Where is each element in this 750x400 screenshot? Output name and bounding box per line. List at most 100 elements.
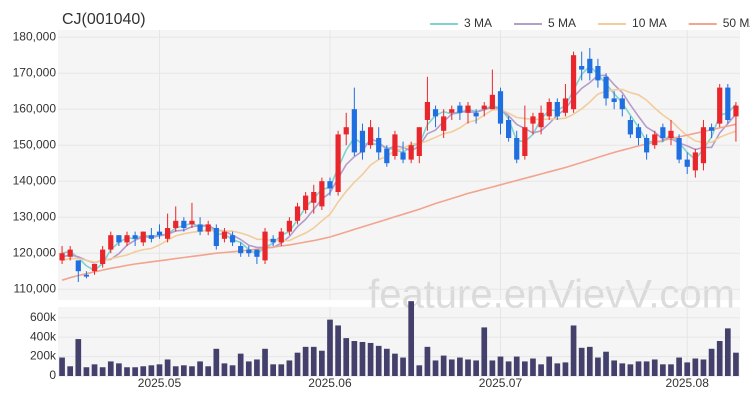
candle-body — [124, 235, 130, 243]
candle-body — [376, 138, 382, 153]
volume-bar — [262, 348, 268, 376]
candle-body — [359, 130, 366, 153]
volume-tick-label: 400k — [30, 329, 57, 343]
volume-bar — [660, 364, 666, 376]
volume-bar — [205, 366, 212, 376]
candle-body — [660, 127, 666, 138]
candle-body — [75, 260, 81, 272]
volume-bar — [708, 348, 715, 376]
volume-bar — [424, 346, 431, 376]
candle-body — [579, 66, 585, 70]
candle-body — [278, 231, 284, 243]
candle-body — [351, 109, 357, 153]
candle-body — [335, 134, 341, 192]
volume-bar — [164, 359, 171, 376]
volume-bar — [554, 363, 561, 376]
candle-body — [619, 98, 625, 110]
candle-body — [246, 249, 252, 254]
candle-body — [400, 152, 406, 160]
candle-body — [213, 228, 219, 246]
volume-bar — [189, 366, 195, 376]
volume-bar — [302, 346, 309, 376]
volume-bar — [611, 360, 617, 376]
x-tick-label: 2025.08 — [666, 376, 710, 390]
volume-bar — [465, 359, 471, 376]
volume-bar — [245, 361, 252, 376]
candle-body — [189, 220, 195, 225]
volume-tick-label: 200k — [30, 349, 57, 363]
volume-bar — [635, 361, 642, 376]
candle-body — [530, 116, 536, 124]
volume-bar — [116, 363, 122, 376]
volume-bar — [107, 361, 114, 376]
candle-body — [181, 220, 187, 228]
price-panel — [58, 30, 740, 300]
volume-bar — [473, 360, 479, 376]
candle-body — [384, 148, 390, 164]
candle-body — [481, 105, 487, 110]
candle-body — [67, 249, 73, 257]
candle-body — [676, 138, 682, 160]
candle-body — [91, 264, 98, 272]
candle-body — [116, 235, 122, 243]
volume-bar — [91, 364, 98, 376]
candle-body — [668, 130, 674, 138]
candle-body — [148, 235, 154, 239]
volume-bar — [254, 359, 260, 376]
volume-bar — [400, 357, 406, 376]
volume-bar — [513, 356, 520, 376]
candle-body — [627, 120, 633, 135]
candle-body — [546, 102, 552, 117]
watermark: feature.enVievV.com — [368, 273, 735, 317]
candle-body — [416, 127, 422, 156]
candle-body — [424, 102, 431, 120]
volume-panel — [58, 307, 740, 376]
volume-bar — [148, 365, 155, 376]
legend-label: 10 MA — [632, 16, 667, 30]
volume-bar — [124, 367, 130, 376]
candle-body — [538, 112, 544, 128]
volume-bar — [140, 366, 147, 376]
volume-bar — [497, 356, 504, 376]
candle-body — [83, 274, 90, 277]
volume-bar — [375, 345, 382, 376]
volume-bar — [213, 348, 220, 376]
volume-bar — [684, 362, 691, 376]
candle-body — [441, 116, 447, 131]
volume-bar — [603, 351, 609, 376]
volume-bar — [578, 347, 585, 376]
x-tick-label: 2025.07 — [479, 376, 523, 390]
volume-bar — [481, 327, 488, 376]
x-tick-label: 2025.05 — [138, 376, 182, 390]
volume-bar — [83, 367, 90, 376]
candle-body — [229, 235, 236, 243]
y-tick-label: 120,000 — [13, 245, 57, 259]
candle-body — [367, 127, 374, 146]
volume-bar — [538, 364, 544, 376]
ma-line — [61, 74, 737, 264]
candle-body — [522, 127, 528, 156]
volume-bar — [700, 359, 707, 376]
candle-body — [489, 94, 495, 110]
candle-body — [311, 192, 317, 203]
volume-bar — [432, 360, 439, 376]
volume-bar — [359, 341, 366, 376]
volume-bar — [75, 339, 82, 376]
ma-line — [61, 88, 737, 264]
volume-bar — [408, 301, 415, 376]
volume-bar — [181, 365, 187, 376]
legend-label: 3 MA — [464, 16, 492, 30]
volume-bar — [668, 364, 674, 376]
y-tick-label: 130,000 — [13, 209, 57, 223]
volume-bar — [586, 346, 593, 376]
volume-bar — [237, 353, 244, 376]
volume-bar — [562, 362, 569, 376]
candle-body — [254, 249, 260, 257]
volume-bar — [546, 356, 553, 376]
volume-bar — [619, 363, 626, 376]
candle-body — [725, 87, 731, 120]
x-tick-label: 2025.06 — [308, 376, 352, 390]
volume-bar — [643, 361, 650, 376]
volume-bar — [59, 357, 65, 376]
candle-body — [408, 145, 414, 160]
